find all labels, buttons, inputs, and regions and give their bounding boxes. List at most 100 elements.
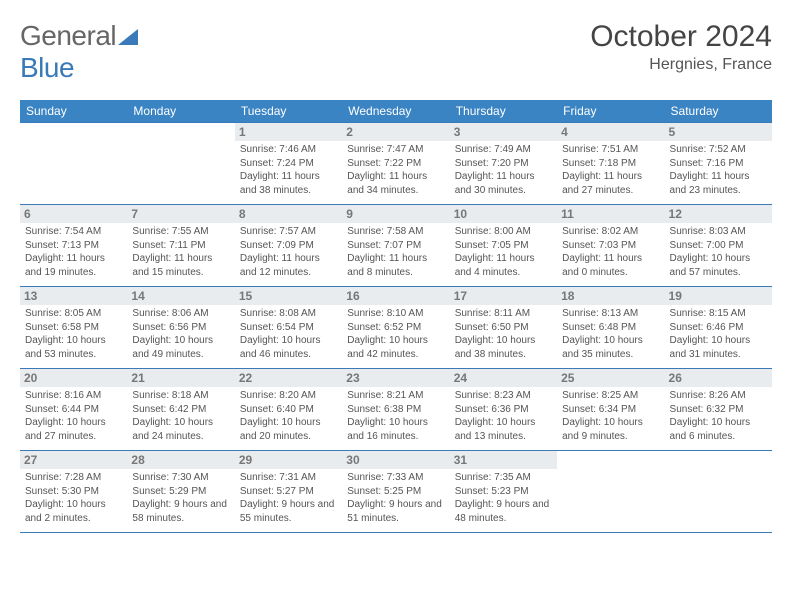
calendar-cell: 14 Sunrise: 8:06 AMSunset: 6:56 PMDayligh… — [127, 287, 234, 369]
day-number: 11 — [557, 205, 664, 223]
calendar-cell: 21Sunrise: 8:18 AMSunset: 6:42 PMDayligh… — [127, 369, 234, 451]
day-info: Sunrise: 8:21 AMSunset: 6:38 PMDaylight:… — [347, 389, 444, 443]
calendar-cell: 10 Sunrise: 8:00 AMSunset: 7:05 PMDayligh… — [450, 205, 557, 287]
calendar-cell: . — [127, 123, 234, 205]
day-info: Sunrise: 8:06 AMSunset: 6:56 PMDaylight:… — [132, 307, 229, 361]
triangle-icon — [118, 20, 138, 52]
calendar-row: 13 Sunrise: 8:05 AMSunset: 6:58 PMDayligh… — [20, 287, 772, 369]
day-number: 20 — [20, 369, 127, 387]
day-info: Sunrise: 8:16 AMSunset: 6:44 PMDaylight:… — [25, 389, 122, 443]
calendar-cell: 3 Sunrise: 7:49 AMSunset: 7:20 PMDaylight… — [450, 123, 557, 205]
calendar-cell: 29Sunrise: 7:31 AMSunset: 5:27 PMDayligh… — [235, 451, 342, 533]
weekday-header: Saturday — [665, 100, 772, 123]
day-number: 10 — [450, 205, 557, 223]
day-number: 13 — [20, 287, 127, 305]
day-number: 24 — [450, 369, 557, 387]
calendar-cell: 30 Sunrise: 7:33 AMSunset: 5:25 PMDayligh… — [342, 451, 449, 533]
day-info: Sunrise: 8:26 AMSunset: 6:32 PMDaylight:… — [670, 389, 767, 443]
calendar-cell: 6Sunrise: 7:54 AMSunset: 7:13 PMDaylight… — [20, 205, 127, 287]
calendar-cell: 27 Sunrise: 7:28 AMSunset: 5:30 PMDayligh… — [20, 451, 127, 533]
day-number: 5 — [665, 123, 772, 141]
day-info: Sunrise: 7:35 AMSunset: 5:23 PMDaylight:… — [455, 471, 552, 525]
calendar-cell: 15 Sunrise: 8:08 AMSunset: 6:54 PMDayligh… — [235, 287, 342, 369]
day-number: 30 — [342, 451, 449, 469]
calendar-cell: 7 Sunrise: 7:55 AMSunset: 7:11 PMDaylight… — [127, 205, 234, 287]
day-number: 23 — [342, 369, 449, 387]
day-info: Sunrise: 8:13 AMSunset: 6:48 PMDaylight:… — [562, 307, 659, 361]
calendar-cell: . — [665, 451, 772, 533]
calendar-cell: 11 Sunrise: 8:02 AMSunset: 7:03 PMDayligh… — [557, 205, 664, 287]
day-number: 18 — [557, 287, 664, 305]
weekday-header: Monday — [127, 100, 234, 123]
day-info: Sunrise: 7:28 AMSunset: 5:30 PMDaylight:… — [25, 471, 122, 525]
day-info: Sunrise: 7:31 AMSunset: 5:27 PMDaylight:… — [240, 471, 337, 525]
calendar-cell: 5Sunrise: 7:52 AMSunset: 7:16 PMDaylight… — [665, 123, 772, 205]
day-info: Sunrise: 7:33 AMSunset: 5:25 PMDaylight:… — [347, 471, 444, 525]
day-info: Sunrise: 7:51 AMSunset: 7:18 PMDaylight:… — [562, 143, 659, 197]
day-info: Sunrise: 8:15 AMSunset: 6:46 PMDaylight:… — [670, 307, 767, 361]
calendar-row: ..1Sunrise: 7:46 AMSunset: 7:24 PMDaylig… — [20, 123, 772, 205]
logo-text: GeneralBlue — [20, 20, 138, 84]
calendar-cell: 25Sunrise: 8:25 AMSunset: 6:34 PMDayligh… — [557, 369, 664, 451]
calendar-cell: 22Sunrise: 8:20 AMSunset: 6:40 PMDayligh… — [235, 369, 342, 451]
day-info: Sunrise: 8:00 AMSunset: 7:05 PMDaylight:… — [455, 225, 552, 279]
calendar-cell: 1 Sunrise: 7:46 AMSunset: 7:24 PMDaylight… — [235, 123, 342, 205]
day-number: 19 — [665, 287, 772, 305]
day-number: 9 — [342, 205, 449, 223]
calendar-cell: 12 Sunrise: 8:03 AMSunset: 7:00 PMDayligh… — [665, 205, 772, 287]
calendar-cell: 16 Sunrise: 8:10 AMSunset: 6:52 PMDayligh… — [342, 287, 449, 369]
day-info: Sunrise: 8:02 AMSunset: 7:03 PMDaylight:… — [562, 225, 659, 279]
logo-text-blue: Blue — [20, 52, 74, 83]
day-info: Sunrise: 8:23 AMSunset: 6:36 PMDaylight:… — [455, 389, 552, 443]
day-number: 3 — [450, 123, 557, 141]
calendar-cell: 19 Sunrise: 8:15 AMSunset: 6:46 PMDayligh… — [665, 287, 772, 369]
location-label: Hergnies, France — [590, 56, 772, 74]
day-number: 12 — [665, 205, 772, 223]
weekday-header: Tuesday — [235, 100, 342, 123]
day-number: 16 — [342, 287, 449, 305]
day-info: Sunrise: 7:55 AMSunset: 7:11 PMDaylight:… — [132, 225, 229, 279]
calendar-table: SundayMondayTuesdayWednesdayThursdayFrid… — [20, 100, 772, 533]
calendar-body: ..1Sunrise: 7:46 AMSunset: 7:24 PMDaylig… — [20, 123, 772, 533]
day-info: Sunrise: 8:20 AMSunset: 6:40 PMDaylight:… — [240, 389, 337, 443]
day-info: Sunrise: 8:10 AMSunset: 6:52 PMDaylight:… — [347, 307, 444, 361]
header: GeneralBlue October 2024 Hergnies, Franc… — [20, 20, 772, 84]
calendar-cell: . — [557, 451, 664, 533]
calendar-cell: 18 Sunrise: 8:13 AMSunset: 6:48 PMDayligh… — [557, 287, 664, 369]
logo: GeneralBlue — [20, 20, 138, 84]
day-number: 17 — [450, 287, 557, 305]
day-info: Sunrise: 8:11 AMSunset: 6:50 PMDaylight:… — [455, 307, 552, 361]
calendar-cell: 8Sunrise: 7:57 AMSunset: 7:09 PMDaylight… — [235, 205, 342, 287]
calendar-cell: 28 Sunrise: 7:30 AMSunset: 5:29 PMDayligh… — [127, 451, 234, 533]
day-number: 4 — [557, 123, 664, 141]
day-number: 7 — [127, 205, 234, 223]
day-info: Sunrise: 7:46 AMSunset: 7:24 PMDaylight:… — [240, 143, 337, 197]
day-info: Sunrise: 8:05 AMSunset: 6:58 PMDaylight:… — [25, 307, 122, 361]
calendar-cell: 9 Sunrise: 7:58 AMSunset: 7:07 PMDaylight… — [342, 205, 449, 287]
day-number: 1 — [235, 123, 342, 141]
calendar-row: 27 Sunrise: 7:28 AMSunset: 5:30 PMDayligh… — [20, 451, 772, 533]
day-info: Sunrise: 8:08 AMSunset: 6:54 PMDaylight:… — [240, 307, 337, 361]
calendar-cell: 23 Sunrise: 8:21 AMSunset: 6:38 PMDayligh… — [342, 369, 449, 451]
day-number: 6 — [20, 205, 127, 223]
day-info: Sunrise: 8:03 AMSunset: 7:00 PMDaylight:… — [670, 225, 767, 279]
calendar-cell: 13 Sunrise: 8:05 AMSunset: 6:58 PMDayligh… — [20, 287, 127, 369]
day-number: 27 — [20, 451, 127, 469]
calendar-cell: . — [20, 123, 127, 205]
day-number: 14 — [127, 287, 234, 305]
calendar-cell: 4 Sunrise: 7:51 AMSunset: 7:18 PMDaylight… — [557, 123, 664, 205]
day-number: 28 — [127, 451, 234, 469]
day-info: Sunrise: 7:57 AMSunset: 7:09 PMDaylight:… — [240, 225, 337, 279]
day-number: 15 — [235, 287, 342, 305]
calendar-cell: 17 Sunrise: 8:11 AMSunset: 6:50 PMDayligh… — [450, 287, 557, 369]
calendar-row: 20 Sunrise: 8:16 AMSunset: 6:44 PMDayligh… — [20, 369, 772, 451]
calendar-cell: 24 Sunrise: 8:23 AMSunset: 6:36 PMDayligh… — [450, 369, 557, 451]
calendar-cell: 2Sunrise: 7:47 AMSunset: 7:22 PMDaylight… — [342, 123, 449, 205]
day-number: 21 — [127, 369, 234, 387]
weekday-header: Friday — [557, 100, 664, 123]
day-info: Sunrise: 7:30 AMSunset: 5:29 PMDaylight:… — [132, 471, 229, 525]
day-info: Sunrise: 7:58 AMSunset: 7:07 PMDaylight:… — [347, 225, 444, 279]
day-info: Sunrise: 7:49 AMSunset: 7:20 PMDaylight:… — [455, 143, 552, 197]
day-number: 31 — [450, 451, 557, 469]
weekday-header: Thursday — [450, 100, 557, 123]
